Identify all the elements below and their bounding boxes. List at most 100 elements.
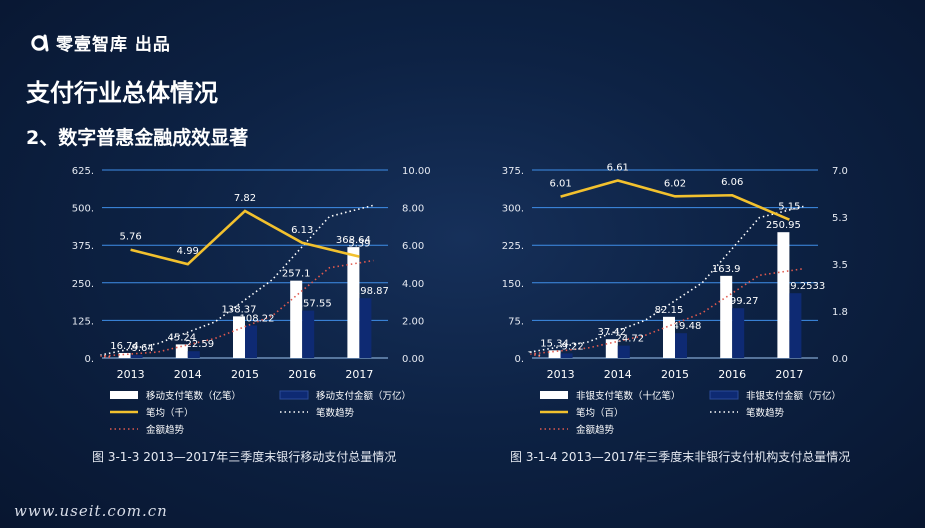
y-left-tick-label: 250. — [72, 279, 94, 290]
y-left-tick-label: 300. — [502, 204, 524, 215]
y-right-tick-label: 10.00 — [402, 166, 431, 177]
chart-bank-mobile-payment: 0. 125. 250. 375. 500. 625. 0.00 2.00 4.00 6.00 8.… — [72, 166, 431, 436]
legend-item: 笔数趋势 — [280, 407, 355, 419]
legend-label: 金额趋势 — [576, 424, 615, 436]
bar-data-label: 15.34 — [540, 338, 569, 349]
bar — [130, 355, 143, 358]
legend-label: 非银支付笔数（十亿笔） — [576, 390, 681, 402]
y-right-tick-label: 3.5 — [832, 260, 848, 271]
bar-data-label: 24.72 — [615, 334, 644, 345]
legend-item: 笔均（百） — [540, 407, 624, 419]
bar-data-label: 163.9 — [712, 264, 741, 275]
legend-label: 移动支付金额（万亿） — [316, 390, 411, 402]
page-title: 支付行业总体情况 — [26, 79, 218, 107]
chart-caption-1: 图 3-1-3 2013—2017年三季度末银行移动支付总量情况 — [92, 450, 397, 464]
y-left-tick-label: 75. — [508, 316, 524, 327]
legend-label: 金额趋势 — [146, 424, 185, 436]
legend-item: 金额趋势 — [110, 424, 185, 436]
bar-data-label: 45.24 — [167, 332, 196, 343]
average-data-label: 7.82 — [234, 193, 256, 204]
trend-line — [100, 259, 374, 359]
average-data-label: 5.76 — [119, 232, 141, 243]
bar — [548, 350, 561, 358]
y-right-tick-label: 6.00 — [402, 241, 424, 252]
bar-data-label: 9.22 — [561, 341, 583, 352]
bar-data-label: 22.59 — [185, 339, 214, 350]
legend-swatch — [110, 391, 138, 399]
footer-url: www.useit.com.cn — [14, 502, 168, 520]
average-line — [560, 179, 790, 221]
legend-item: 非银支付笔数（十亿笔） — [540, 390, 681, 402]
legend-label: 笔数趋势 — [746, 407, 785, 419]
average-data-label: 6.61 — [607, 162, 629, 173]
average-data-label: 6.06 — [721, 177, 743, 188]
y-left-tick-label: 375. — [502, 166, 524, 177]
bar-data-label: 99.27 — [730, 296, 759, 307]
bar — [290, 280, 303, 358]
bar-data-label: 16.74 — [110, 341, 139, 352]
page-subtitle: 2、数字普惠金融成效显著 — [26, 127, 249, 149]
bar-data-label: 198.87 — [354, 286, 389, 297]
y-right-tick-label: 1.8 — [832, 307, 848, 318]
legend-item: 移动支付金额（万亿） — [279, 390, 411, 402]
x-tick-label: 2017 — [345, 368, 373, 381]
bar — [777, 232, 790, 358]
legend-label: 非银支付金额（万亿） — [746, 390, 841, 402]
y-left-tick-label: 125. — [72, 316, 94, 327]
x-tick-label: 2014 — [604, 368, 632, 381]
average-data-label: 5.15 — [778, 202, 800, 213]
y-right-tick-label: 5.3 — [832, 213, 848, 224]
legend-label: 移动支付笔数（亿笔） — [146, 390, 241, 402]
bar-data-label: 250.95 — [766, 220, 801, 231]
x-tick-label: 2015 — [231, 368, 259, 381]
bar-data-label: 138.37 — [222, 304, 257, 315]
legend-label: 笔数趋势 — [316, 407, 355, 419]
bar — [175, 344, 188, 358]
bar — [720, 275, 733, 358]
x-tick-label: 2016 — [288, 368, 316, 381]
legend-item: 移动支付笔数（亿笔） — [110, 390, 241, 402]
y-left-tick-label: 0. — [514, 354, 524, 365]
legend-item: 笔数趋势 — [710, 407, 785, 419]
trend-line — [530, 267, 804, 358]
x-tick-label: 2016 — [718, 368, 746, 381]
bar — [617, 345, 630, 358]
bar — [118, 352, 131, 358]
bar-data-label: 257.1 — [282, 269, 311, 280]
y-left-tick-label: 625. — [72, 166, 94, 177]
bar-data-label: 37.42 — [597, 327, 626, 338]
legend-item: 笔均（千） — [110, 407, 194, 419]
bar — [789, 293, 802, 358]
brand: 零壹智库 出品 — [30, 30, 171, 55]
legend-item: 金额趋势 — [540, 424, 615, 436]
y-right-tick-label: 2.00 — [402, 316, 424, 327]
y-right-tick-label: 8.00 — [402, 204, 424, 215]
y-left-tick-label: 150. — [502, 279, 524, 290]
average-line — [130, 209, 360, 266]
bar-data-label: 9.64 — [131, 343, 153, 354]
y-left-tick-label: 225. — [502, 241, 524, 252]
bar-data-label: 49.48 — [673, 321, 702, 332]
average-data-label: 5.39 — [348, 239, 370, 250]
bar — [675, 333, 687, 358]
x-tick-label: 2013 — [117, 368, 145, 381]
legend-label: 笔均（千） — [146, 407, 194, 419]
chart-caption-2: 图 3-1-4 2013—2017年三季度末非银行支付机构支付总量情况 — [510, 450, 851, 464]
bar — [187, 351, 200, 358]
bar — [302, 310, 315, 358]
trend-line — [527, 205, 804, 357]
stylized-a-logo-icon — [31, 34, 49, 52]
average-data-label: 6.02 — [664, 178, 686, 189]
bar-data-label: 368.64 — [336, 235, 371, 246]
bar-data-label: 82.15 — [655, 305, 684, 316]
bar — [233, 316, 245, 358]
average-data-label: 6.01 — [549, 179, 571, 190]
bar-data-label: 108.22 — [240, 313, 275, 324]
trend-line — [100, 204, 374, 358]
average-data-label: 4.99 — [177, 246, 199, 257]
y-right-tick-label: 4.00 — [402, 279, 424, 290]
bar — [560, 353, 573, 358]
y-left-tick-label: 0. — [84, 354, 94, 365]
bar — [663, 316, 675, 358]
bar-data-label: 129.2533 — [778, 281, 826, 292]
